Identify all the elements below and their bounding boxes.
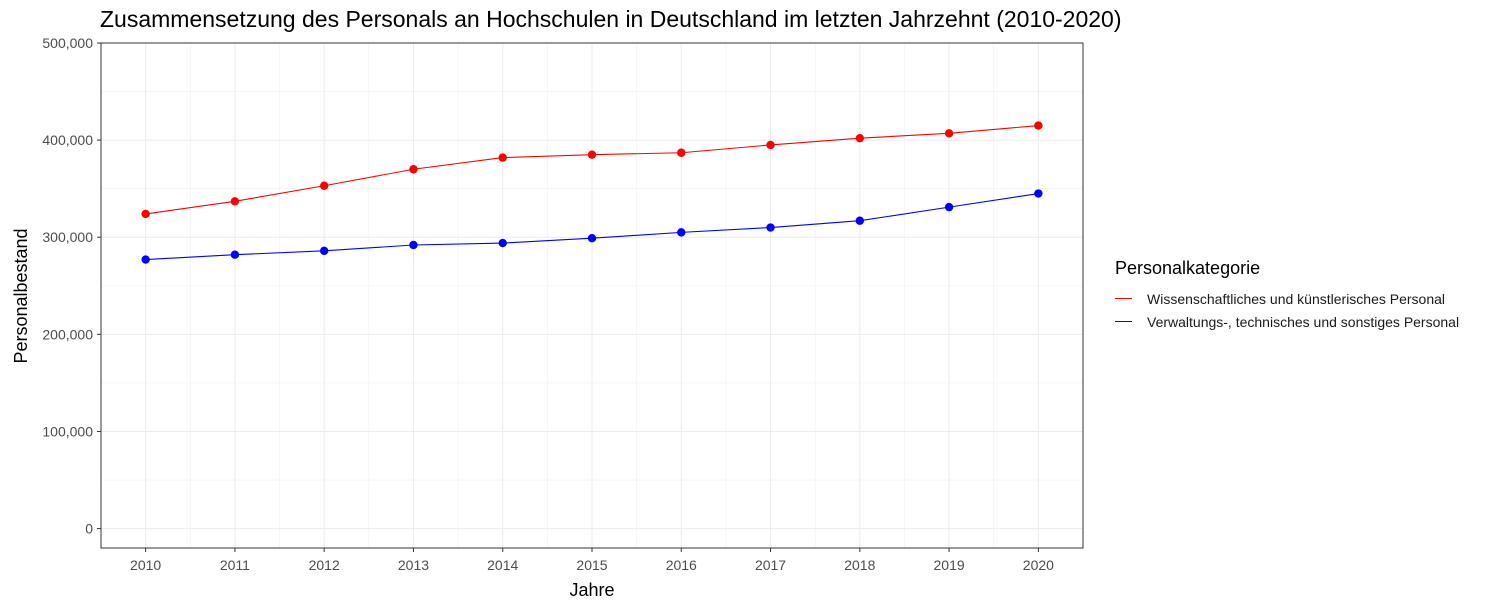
legend-item-wissenschaftlich: Wissenschaftliches und künstlerisches Pe… <box>1115 287 1459 310</box>
data-point <box>944 129 954 138</box>
data-point <box>587 150 597 159</box>
data-point <box>230 197 240 206</box>
data-point <box>409 240 418 250</box>
data-point <box>498 238 507 248</box>
x-tick-label: 2011 <box>220 557 250 573</box>
data-point <box>766 223 775 232</box>
x-tick-label: 2016 <box>666 557 697 573</box>
data-point <box>409 165 418 174</box>
x-tick-label: 2018 <box>844 557 875 573</box>
y-axis: 0 100,000 200,000 300,000 400,000 500,000 <box>42 35 101 537</box>
y-tick-label: 100,000 <box>42 423 93 439</box>
legend-label: Verwaltungs-, technisches und sonstiges … <box>1147 313 1460 330</box>
x-tick-label: 2010 <box>130 557 161 573</box>
data-point <box>319 181 329 190</box>
data-point <box>944 202 954 212</box>
x-tick-label: 2017 <box>755 557 786 573</box>
y-tick-label: 300,000 <box>42 229 93 245</box>
y-tick-label: 200,000 <box>42 326 93 342</box>
legend-item-verwaltung: Verwaltungs-, technisches und sonstiges … <box>1115 310 1459 333</box>
data-point <box>1034 121 1043 130</box>
chart-title: Zusammensetzung des Personals an Hochsch… <box>100 6 1122 32</box>
data-point <box>319 246 329 256</box>
legend-key-red-line <box>1115 298 1132 299</box>
y-tick-label: 0 <box>85 521 93 537</box>
data-point <box>677 148 686 157</box>
data-point <box>230 250 240 259</box>
x-tick-label: 2012 <box>309 557 340 573</box>
legend: Personalkategorie Wissenschaftliches und… <box>1115 258 1459 333</box>
y-axis-title: Personalbestand <box>11 228 31 363</box>
minor-gridlines <box>101 43 1083 548</box>
series-layer <box>141 121 1043 264</box>
x-tick-label: 2013 <box>398 557 429 573</box>
data-point <box>677 228 686 237</box>
y-tick-label: 400,000 <box>42 132 93 148</box>
x-tick-label: 2014 <box>487 557 518 573</box>
data-point <box>766 140 775 150</box>
x-tick-label: 2015 <box>576 557 607 573</box>
y-tick-label: 500,000 <box>42 35 93 51</box>
data-point <box>1034 189 1043 198</box>
legend-label: Wissenschaftliches und künstlerisches Pe… <box>1147 290 1446 307</box>
x-tick-label: 2019 <box>934 557 965 573</box>
legend-title: Personalkategorie <box>1115 258 1261 278</box>
data-point <box>855 216 865 225</box>
x-tick-label: 2020 <box>1023 557 1054 573</box>
legend-key-blue-line <box>1115 321 1132 322</box>
data-point <box>855 133 865 143</box>
data-point <box>141 255 150 264</box>
x-axis: 2010 2011 2012 2013 2014 2015 2016 2017 2018 2019… <box>130 548 1054 573</box>
data-point <box>498 153 507 162</box>
data-point <box>587 234 597 243</box>
data-point <box>141 209 150 219</box>
x-axis-title: Jahre <box>569 580 614 600</box>
